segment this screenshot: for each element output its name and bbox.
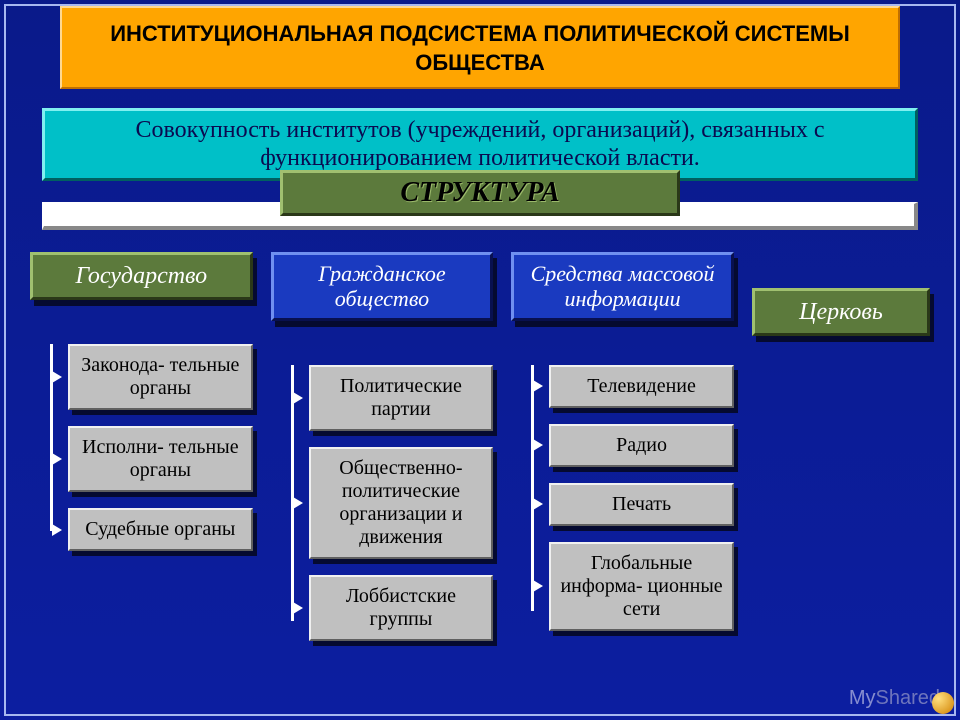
item-judicial: Судебные органы xyxy=(68,508,253,551)
list-item: Исполни- тельные органы xyxy=(50,426,253,492)
title-bar: ИНСТИТУЦИОНАЛЬНАЯ ПОДСИСТЕМА ПОЛИТИЧЕСКО… xyxy=(60,6,900,89)
header-state: Государство xyxy=(30,252,253,300)
column-state: Государство Законода- тельные органы Исп… xyxy=(30,252,253,551)
item-radio: Радио xyxy=(549,424,734,467)
arrow-icon xyxy=(293,602,303,614)
header-media: Средства массовой информации xyxy=(511,252,734,321)
item-tv: Телевидение xyxy=(549,365,734,408)
arrow-icon xyxy=(533,580,543,592)
item-parties: Политические партии xyxy=(309,365,494,431)
column-church: Церковь xyxy=(752,252,930,336)
arrow-icon xyxy=(52,371,62,383)
list-item: Глобальные информа- ционные сети xyxy=(531,542,734,631)
nav-dot-icon xyxy=(932,692,954,714)
arrow-icon xyxy=(52,524,62,536)
columns-container: Государство Законода- тельные органы Исп… xyxy=(30,252,930,641)
structure-bar: СТРУКТУРА xyxy=(42,176,918,230)
item-orgs: Общественно- политические организации и … xyxy=(309,447,494,559)
item-print: Печать xyxy=(549,483,734,526)
header-civil-society: Гражданское общество xyxy=(271,252,494,321)
civil-items: Политические партии Общественно- политич… xyxy=(291,365,494,641)
watermark-suffix: Shared xyxy=(876,687,941,709)
list-item: Телевидение xyxy=(531,365,734,408)
watermark: MyShared xyxy=(849,687,940,710)
structure-label: СТРУКТУРА xyxy=(280,170,680,216)
arrow-icon xyxy=(533,439,543,451)
list-item: Судебные органы xyxy=(50,508,253,551)
arrow-icon xyxy=(52,453,62,465)
list-item: Политические партии xyxy=(291,365,494,431)
column-media: Средства массовой информации Телевидение… xyxy=(511,252,734,631)
list-item: Общественно- политические организации и … xyxy=(291,447,494,559)
column-civil-society: Гражданское общество Политические партии… xyxy=(271,252,494,641)
item-lobby: Лоббистские группы xyxy=(309,575,494,641)
arrow-icon xyxy=(293,392,303,404)
header-church: Церковь xyxy=(752,288,930,336)
list-item: Лоббистские группы xyxy=(291,575,494,641)
item-executive: Исполни- тельные органы xyxy=(68,426,253,492)
list-item: Радио xyxy=(531,424,734,467)
arrow-icon xyxy=(533,380,543,392)
arrow-icon xyxy=(533,498,543,510)
list-item: Законода- тельные органы xyxy=(50,344,253,410)
list-item: Печать xyxy=(531,483,734,526)
item-net: Глобальные информа- ционные сети xyxy=(549,542,734,631)
arrow-icon xyxy=(293,497,303,509)
state-items: Законода- тельные органы Исполни- тельны… xyxy=(50,344,253,551)
item-legislative: Законода- тельные органы xyxy=(68,344,253,410)
watermark-prefix: My xyxy=(849,687,876,709)
media-items: Телевидение Радио Печать Глобальные инфо… xyxy=(531,365,734,631)
